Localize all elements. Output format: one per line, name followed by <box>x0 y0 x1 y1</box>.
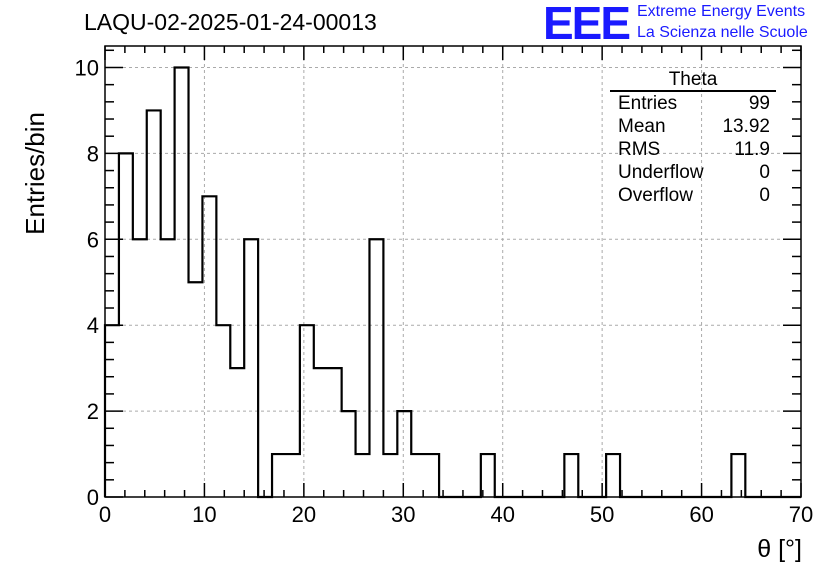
stats-value: 11.9 <box>734 139 770 160</box>
axes <box>104 45 802 498</box>
stats-value: 13.92 <box>722 116 770 137</box>
y-tick-label: 2 <box>87 399 99 424</box>
histogram-bin <box>133 239 147 497</box>
histogram-bin <box>147 110 161 497</box>
stats-label: RMS <box>618 139 661 160</box>
y-tick-label: 8 <box>87 141 99 166</box>
histogram-bin <box>606 454 620 497</box>
logo-line-1: Extreme Energy Events <box>637 3 806 20</box>
histogram-bin <box>328 368 342 497</box>
y-tick-label: 10 <box>75 55 99 80</box>
histogram-bin <box>425 454 439 497</box>
stats-label: Entries <box>618 93 678 114</box>
stats-row-rms: RMS 11.9 <box>610 138 776 161</box>
x-tick-label: 60 <box>689 502 713 527</box>
y-axis-label: Entries/bin <box>20 112 50 235</box>
x-tick-label: 50 <box>590 502 614 527</box>
histogram-bin <box>230 368 244 497</box>
histogram-bin <box>314 368 328 497</box>
x-tick-label: 0 <box>99 502 111 527</box>
stats-label: Underflow <box>618 162 704 183</box>
plot-frame <box>104 45 802 498</box>
stats-title: Theta <box>610 70 776 92</box>
histogram-bin <box>244 239 258 497</box>
stats-label: Mean <box>618 116 666 137</box>
histogram-bin <box>397 411 411 497</box>
stats-label: Overflow <box>618 185 693 206</box>
x-axis-label: θ [°] <box>757 535 802 563</box>
histogram-bin <box>189 282 203 497</box>
eee-logo-mark: EEE <box>543 0 631 49</box>
histogram-bin <box>286 454 300 497</box>
histogram-bin <box>216 325 230 497</box>
y-tick-label: 6 <box>87 227 99 252</box>
histogram-bin <box>564 454 578 497</box>
stats-row-overflow: Overflow 0 <box>610 184 776 207</box>
histogram-bin <box>342 411 356 497</box>
histogram-bin <box>383 454 397 497</box>
tick-labels: 0 10 20 30 40 50 60 70 0 2 4 6 8 10 <box>75 55 814 527</box>
stats-value: 0 <box>759 185 770 206</box>
stats-row-entries: Entries 99 <box>610 92 776 115</box>
histogram-bin <box>369 239 383 497</box>
stats-row-underflow: Underflow 0 <box>610 161 776 184</box>
stats-box: Theta Entries 99 Mean 13.92 RMS 11.9 Und… <box>610 70 776 207</box>
x-tick-label: 70 <box>789 502 813 527</box>
histogram-bin <box>356 454 370 497</box>
x-tick-label: 20 <box>292 502 316 527</box>
histogram-bin <box>731 454 745 497</box>
x-tick-label: 30 <box>391 502 415 527</box>
x-tick-label: 10 <box>192 502 216 527</box>
stats-row-mean: Mean 13.92 <box>610 115 776 138</box>
x-tick-label: 40 <box>490 502 514 527</box>
stats-value: 99 <box>748 93 770 114</box>
histogram-bin <box>175 67 189 497</box>
y-tick-label: 0 <box>87 485 99 510</box>
histogram-bin <box>161 239 175 497</box>
y-tick-label: 4 <box>87 313 99 338</box>
stats-value: 0 <box>759 162 770 183</box>
logo-line-2: La Scienza nelle Scuole <box>637 24 808 41</box>
chart-title: LAQU-02-2025-01-24-00013 <box>84 9 377 35</box>
